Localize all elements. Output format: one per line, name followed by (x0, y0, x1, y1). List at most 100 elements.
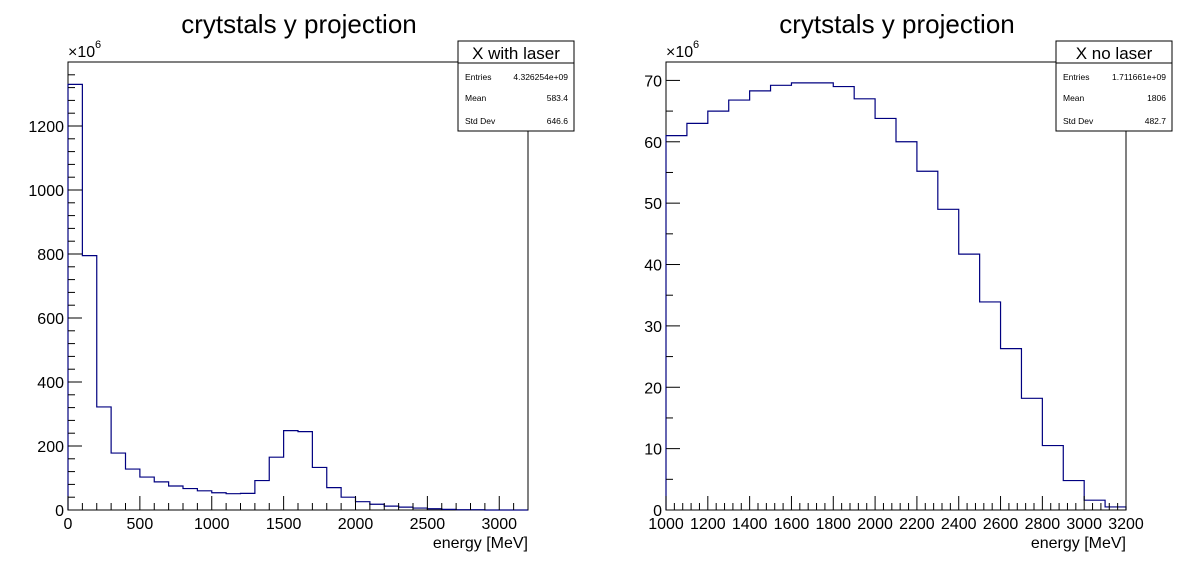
stats-mean-label: Mean (1063, 93, 1085, 103)
y-axis-multiplier-exponent: 6 (693, 39, 699, 51)
y-tick-label: 70 (644, 73, 662, 90)
x-tick-label: 1000 (194, 516, 230, 533)
histogram-bin (269, 457, 283, 510)
y-tick-label: 50 (644, 196, 662, 213)
stats-std-dev-value: 646.6 (547, 116, 569, 126)
histogram-bin (312, 467, 326, 510)
histogram-bin (370, 504, 384, 510)
y-tick-label: 1200 (28, 119, 64, 136)
histogram-line (67, 83, 528, 511)
y-axis-multiplier-exponent: 6 (95, 39, 101, 51)
y-tick-label: 200 (37, 439, 64, 456)
histogram-bin (140, 477, 154, 510)
histogram-bin (771, 85, 792, 510)
x-tick-label: 1500 (266, 516, 302, 533)
x-tick-label: 2000 (857, 516, 893, 533)
x-tick-label: 2400 (941, 516, 977, 533)
histogram-bin (197, 491, 211, 510)
histogram-bin (82, 256, 96, 510)
stats-entries-value: 1.711661e+09 (1112, 72, 1166, 82)
x-tick-label: 1200 (690, 516, 726, 533)
x-tick-label: 500 (127, 516, 154, 533)
histogram-bin (327, 488, 341, 510)
stats-entries-label: Entries (1063, 72, 1089, 82)
x-tick-label: 1400 (732, 516, 768, 533)
histogram-line (665, 82, 1127, 510)
histogram-bin (356, 502, 370, 510)
x-tick-label: 2000 (338, 516, 374, 533)
histogram-bin (959, 254, 980, 510)
x-tick-label: 2500 (410, 516, 446, 533)
y-axis-multiplier: ×10 (666, 44, 693, 61)
y-tick-label: 40 (644, 258, 662, 275)
x-axis-label: energy [MeV] (1031, 535, 1126, 552)
histogram-bin (241, 493, 255, 510)
histogram-bin (791, 83, 812, 510)
histogram-bin (255, 481, 269, 510)
histogram-bin (1084, 500, 1105, 510)
stats-mean-value: 583.4 (547, 93, 569, 103)
stats-std-dev-label: Std Dev (465, 116, 496, 126)
histogram-bin (97, 407, 111, 510)
stats-box-name: X with laser (472, 44, 560, 63)
y-tick-label: 600 (37, 311, 64, 328)
x-axis-label: energy [MeV] (433, 535, 528, 552)
stats-entries-label: Entries (465, 72, 491, 82)
histogram-pad-no-laser: crytstals y projection 1000 1200 1400 1600 18… (598, 0, 1196, 572)
x-tick-label: 3200 (1108, 516, 1144, 533)
histogram-bin (154, 482, 168, 510)
x-tick-label: 0 (64, 516, 73, 533)
stats-entries-value: 4.326254e+09 (513, 72, 568, 82)
histogram-bin (226, 494, 240, 510)
histogram-bin (917, 171, 938, 510)
histogram-bin (666, 136, 687, 510)
histogram-bin (875, 118, 896, 510)
histogram-bin (183, 489, 197, 510)
stats-box (457, 40, 575, 132)
histogram-bin (687, 123, 708, 510)
x-tick-label: 3000 (481, 516, 517, 533)
x-tick-label: 1800 (815, 516, 851, 533)
histogram-bin (980, 302, 1001, 510)
histogram-bin (126, 469, 140, 510)
histogram-no-laser: crytstals y projection 1000 1200 1400 1600 18… (644, 9, 1173, 552)
histogram-bin (284, 431, 298, 510)
x-tick-label: 1600 (774, 516, 810, 533)
histogram-bin (341, 497, 355, 510)
y-tick-label: 60 (644, 135, 662, 152)
histogram-bin (1001, 349, 1022, 510)
y-tick-label: 800 (37, 247, 64, 264)
x-tick-label: 3000 (1066, 516, 1102, 533)
stats-box-name: X no laser (1076, 44, 1153, 63)
histogram-bin (896, 142, 917, 510)
y-tick-label: 30 (644, 319, 662, 336)
histogram-bin (298, 432, 312, 510)
histogram-bin (750, 91, 771, 510)
histogram-bin (833, 87, 854, 510)
y-tick-label: 400 (37, 375, 64, 392)
y-tick-label: 1000 (28, 183, 64, 200)
y-tick-label: 0 (653, 503, 662, 520)
y-tick-label: 10 (644, 442, 662, 459)
y-tick-label: 0 (55, 503, 64, 520)
stats-mean-value: 1806 (1147, 93, 1166, 103)
histogram-bin (1063, 481, 1084, 510)
stats-mean-label: Mean (465, 93, 487, 103)
histogram-bin (169, 486, 183, 510)
histogram-bin (708, 111, 729, 510)
histogram-bin (812, 83, 833, 510)
x-tick-label: 1000 (648, 516, 684, 533)
stats-std-dev-value: 482.7 (1145, 116, 1167, 126)
chart-title: crytstals y projection (779, 9, 1015, 39)
histogram-bin (212, 493, 226, 510)
histogram-bin (938, 209, 959, 510)
histogram-bin (1021, 398, 1042, 510)
stats-std-dev-label: Std Dev (1063, 116, 1094, 126)
stats-box (1055, 40, 1173, 132)
histogram-bin (1042, 446, 1063, 510)
y-axis-multiplier: ×10 (68, 44, 95, 61)
histogram-pad-with-laser: crytstals y projection 0 500 1000 1500 2000 25… (28, 9, 575, 552)
y-tick-label: 20 (644, 380, 662, 397)
histogram-bin (854, 99, 875, 510)
